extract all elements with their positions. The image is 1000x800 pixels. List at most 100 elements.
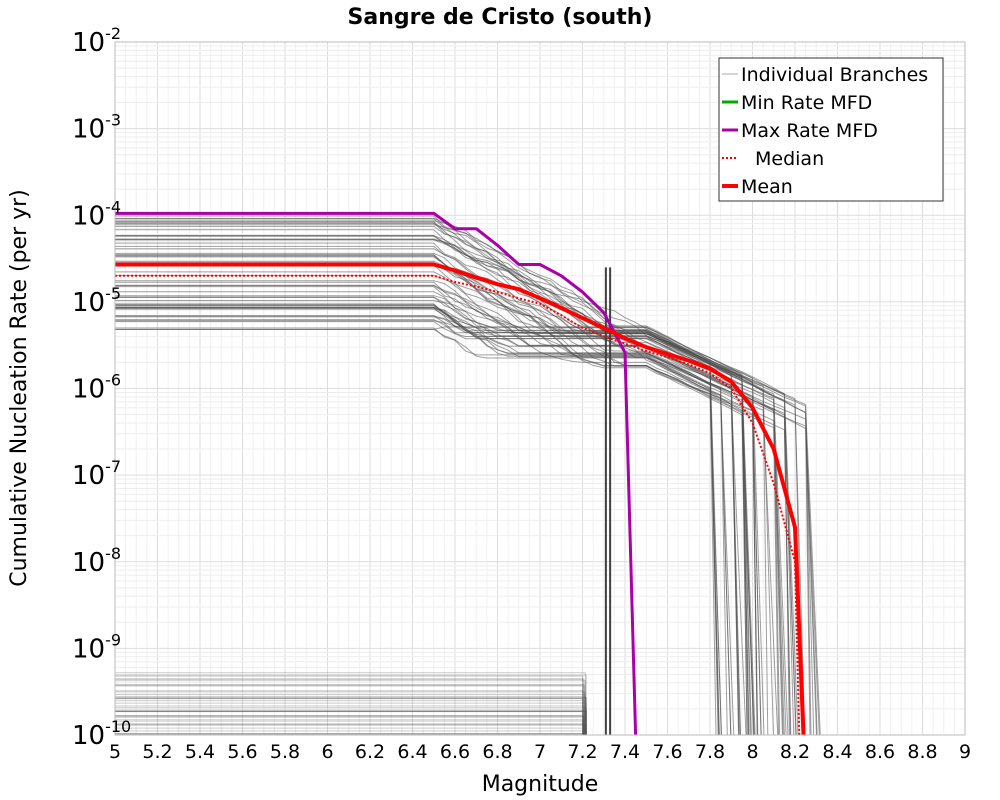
branch-line-low — [115, 730, 584, 735]
legend-label: Individual Branches — [741, 64, 928, 86]
legend-label: Mean — [741, 176, 793, 198]
y-tick-label: 10-2 — [72, 24, 121, 58]
branch-line-low — [115, 685, 586, 735]
y-tick-label: 10-6 — [72, 371, 121, 405]
branch-line — [115, 284, 755, 736]
branch-line-low — [115, 732, 585, 735]
branch-line-low — [115, 715, 585, 735]
branch-line — [115, 254, 792, 736]
branch-line-low — [115, 684, 585, 735]
x-tick-label: 5.2 — [142, 741, 172, 763]
y-tick-labels: 10-2 10-3 10-4 10-5 10-6 10-7 10-8 10-9 10-10 — [72, 24, 131, 751]
x-tick-label: 8.6 — [865, 741, 895, 763]
legend: Individual Branches Min Rate MFD Max Rate … — [718, 57, 944, 202]
branch-line — [115, 254, 758, 736]
branch-line-low — [115, 696, 586, 735]
y-tick-label: 10-4 — [72, 197, 121, 231]
x-tick-label: 7 — [534, 741, 546, 763]
branch-line-low — [115, 724, 587, 735]
branch-line-low — [115, 672, 586, 735]
chart-title: Sangre de Cristo (south) — [348, 5, 653, 30]
branch-line-low — [115, 710, 584, 735]
series-max-rate-mfd — [115, 211, 638, 736]
x-tick-label: 7.2 — [567, 741, 597, 763]
legend-label: Max Rate MFD — [741, 120, 878, 142]
x-tick-label: 8 — [746, 741, 758, 763]
branch-line-low — [115, 690, 584, 735]
branch-line — [115, 291, 791, 736]
branch-line-low — [115, 702, 587, 735]
x-tick-label: 6.2 — [355, 741, 385, 763]
branch-line — [115, 242, 728, 736]
y-axis-label: Cumulative Nucleation Rate (per yr) — [7, 189, 32, 587]
series-median — [115, 274, 801, 736]
branch-line-low — [115, 719, 584, 735]
y-tick-label: 10-10 — [72, 717, 131, 751]
branch-line-low — [115, 727, 587, 735]
branch-line-low — [115, 697, 584, 735]
branch-line — [115, 260, 797, 736]
branch-line-low — [115, 674, 587, 735]
branch-line-low — [115, 691, 586, 735]
x-tick-labels: 5 5.2 5.4 5.6 5.8 6 6.2 6.4 6.6 6.8 7 7.2 7.4 7.6 7.8 8… — [109, 741, 971, 763]
branch-line-low — [115, 723, 585, 735]
plot-frame — [114, 41, 966, 736]
y-tick-label: 10-7 — [72, 457, 121, 491]
branch-line-low — [115, 711, 587, 735]
x-tick-label: 9 — [959, 741, 971, 763]
series-mean — [115, 262, 806, 736]
branch-line-low — [115, 698, 584, 735]
branch-line — [115, 329, 732, 736]
branch-line-low — [115, 678, 584, 735]
x-tick-label: 8.2 — [780, 741, 810, 763]
branch-line — [115, 285, 752, 736]
legend-box — [718, 57, 944, 202]
y-tick-label: 10-8 — [72, 544, 121, 578]
branch-line-low — [115, 710, 586, 735]
branch-line-low — [115, 715, 586, 735]
branch-line-low — [115, 675, 584, 735]
branch-line-low — [115, 697, 586, 735]
branch-line-low — [115, 720, 585, 735]
x-tick-label: 5.6 — [227, 741, 257, 763]
branch-line-low — [115, 709, 587, 735]
branch-line-low — [115, 705, 585, 735]
branch-line-low — [115, 680, 586, 735]
series-layer — [115, 211, 806, 736]
x-tick-label: 6.6 — [440, 741, 470, 763]
x-tick-label: 7.4 — [610, 741, 640, 763]
branch-line — [115, 315, 717, 736]
x-tick-label: 8.8 — [907, 741, 937, 763]
branch-line — [115, 305, 720, 736]
y-tick-label: 10-3 — [72, 111, 121, 145]
branch-line-low — [115, 694, 586, 735]
x-tick-label: 6.4 — [397, 741, 427, 763]
x-axis-label: Magnitude — [482, 772, 599, 797]
y-tick-label: 10-9 — [72, 630, 121, 664]
branch-line-low — [115, 724, 585, 735]
x-tick-label: 5.8 — [270, 741, 300, 763]
branch-line-low — [115, 697, 587, 735]
branch-line-low — [115, 678, 585, 735]
branch-line-low — [115, 700, 586, 735]
branch-line-low — [115, 707, 587, 735]
branch-line-low — [115, 716, 585, 735]
x-tick-label: 6.8 — [482, 741, 512, 763]
branch-line-low — [115, 715, 585, 735]
branch-line — [115, 262, 779, 736]
x-tick-label: 8.4 — [822, 741, 852, 763]
branch-line-low — [115, 685, 584, 735]
branch-line — [115, 217, 720, 736]
x-tick-label: 5 — [109, 741, 121, 763]
branch-line — [115, 280, 783, 736]
x-tick-label: 6 — [321, 741, 333, 763]
x-tick-label: 5.4 — [185, 741, 215, 763]
branch-line-low — [115, 711, 586, 735]
y-tick-label: 10-5 — [72, 284, 121, 318]
x-tick-label: 7.6 — [652, 741, 682, 763]
branch-line — [115, 235, 735, 736]
legend-label: Median — [755, 148, 824, 170]
legend-label: Min Rate MFD — [741, 92, 872, 114]
x-tick-label: 7.8 — [695, 741, 725, 763]
